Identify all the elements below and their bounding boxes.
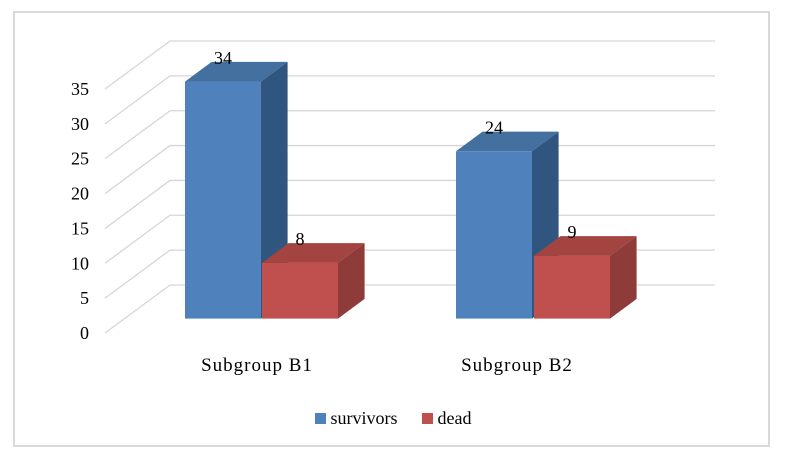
y-tick-label: 5	[80, 288, 89, 308]
data-label: 24	[485, 118, 503, 138]
y-tick-label: 35	[71, 79, 89, 99]
y-tick-label: 30	[71, 114, 89, 134]
legend-swatch-survivors	[314, 413, 326, 424]
bar-side-face	[338, 243, 365, 319]
legend-label-survivors: survivors	[330, 408, 398, 428]
legend: survivors dead	[0, 408, 786, 429]
gridline	[104, 40, 715, 90]
bar-top-face	[534, 236, 637, 256]
y-tick-label: 10	[71, 253, 89, 273]
legend-swatch-dead	[421, 413, 433, 424]
bar-top-face	[262, 243, 365, 263]
y-tick-label: 0	[80, 323, 89, 343]
category-label: Subgroup B1	[201, 355, 313, 376]
data-label: 8	[296, 229, 305, 249]
y-tick-label: 25	[71, 149, 89, 169]
bar-front-face	[262, 262, 338, 319]
gridline	[104, 110, 715, 160]
bar-side-face	[610, 236, 637, 319]
legend-item-dead: dead	[421, 408, 472, 429]
y-tick-label: 20	[71, 184, 89, 204]
y-tick-label: 15	[71, 218, 89, 238]
bar-top-face	[185, 61, 288, 82]
data-label: 34	[214, 48, 232, 68]
category-label: Subgroup B2	[461, 355, 573, 376]
bar-front-face	[534, 255, 610, 319]
data-label: 9	[568, 222, 577, 242]
gridline	[104, 75, 715, 125]
chart-frame	[13, 11, 770, 447]
bar-top-face	[456, 131, 559, 152]
legend-label-dead: dead	[437, 408, 472, 428]
bar-front-face	[185, 81, 261, 319]
legend-item-survivors: survivors	[314, 408, 398, 429]
bar-front-face	[456, 151, 532, 319]
